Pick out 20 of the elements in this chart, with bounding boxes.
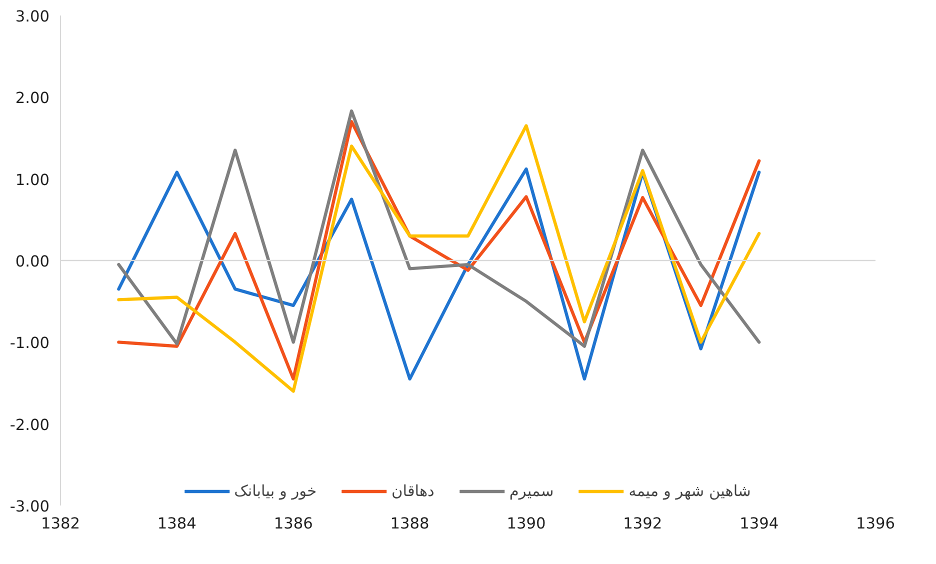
- legend-label: سمیرم: [509, 482, 554, 500]
- x-tick-label: 1396: [856, 514, 896, 532]
- y-tick-label: 3.00: [15, 8, 50, 26]
- legend-label: خور و بیابانک: [234, 482, 317, 500]
- y-tick-label: -2.00: [10, 416, 50, 434]
- x-tick-label: 1390: [506, 514, 546, 532]
- y-tick-label: -1.00: [10, 334, 50, 352]
- y-tick-label: 2.00: [15, 89, 50, 108]
- line-series: [117, 109, 761, 348]
- x-tick-label: 1392: [623, 514, 662, 532]
- y-tick-label: 1.00: [15, 170, 50, 189]
- y-tick-label: -3.00: [10, 498, 50, 516]
- x-tick-label: 1388: [390, 514, 430, 532]
- x-tick-label: 1386: [274, 514, 313, 532]
- y-tick-label: 0.00: [15, 252, 50, 270]
- legend-label: دهاقان: [392, 482, 434, 500]
- x-tick-label: 1382: [40, 514, 80, 532]
- x-tick-label: 1394: [740, 514, 779, 532]
- x-tick-label: 1384: [157, 514, 196, 532]
- legend-label: شاهین شهر و میمه: [628, 482, 751, 500]
